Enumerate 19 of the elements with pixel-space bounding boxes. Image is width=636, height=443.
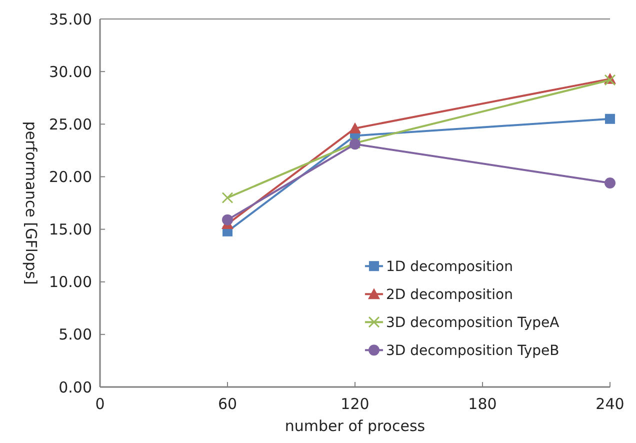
legend-label: 1D decomposition bbox=[386, 258, 513, 275]
y-tick-label: 10.00 bbox=[49, 273, 92, 292]
y-tick-label: 0.00 bbox=[58, 378, 92, 396]
y-axis-title: performance [GFlops] bbox=[22, 121, 40, 285]
y-tick-label: 15.00 bbox=[49, 220, 92, 239]
x-axis-title: number of process bbox=[284, 417, 426, 435]
y-tick-label: 35.00 bbox=[49, 10, 92, 28]
x-tick-label: 60 bbox=[218, 395, 238, 413]
legend-label: 3D decomposition TypeA bbox=[386, 314, 560, 331]
legend-label: 3D decomposition TypeB bbox=[386, 342, 560, 359]
x-tick-label: 0 bbox=[95, 395, 105, 413]
x-tick-label: 240 bbox=[596, 395, 624, 413]
y-tick-label: 20.00 bbox=[49, 168, 92, 186]
y-tick-label: 30.00 bbox=[49, 62, 92, 81]
x-tick-label: 120 bbox=[340, 395, 370, 413]
legend-label: 2D decomposition bbox=[386, 286, 513, 303]
x-tick-label: 180 bbox=[468, 395, 497, 413]
y-tick-label: 5.00 bbox=[58, 326, 92, 344]
y-tick-label: 25.00 bbox=[49, 115, 92, 134]
